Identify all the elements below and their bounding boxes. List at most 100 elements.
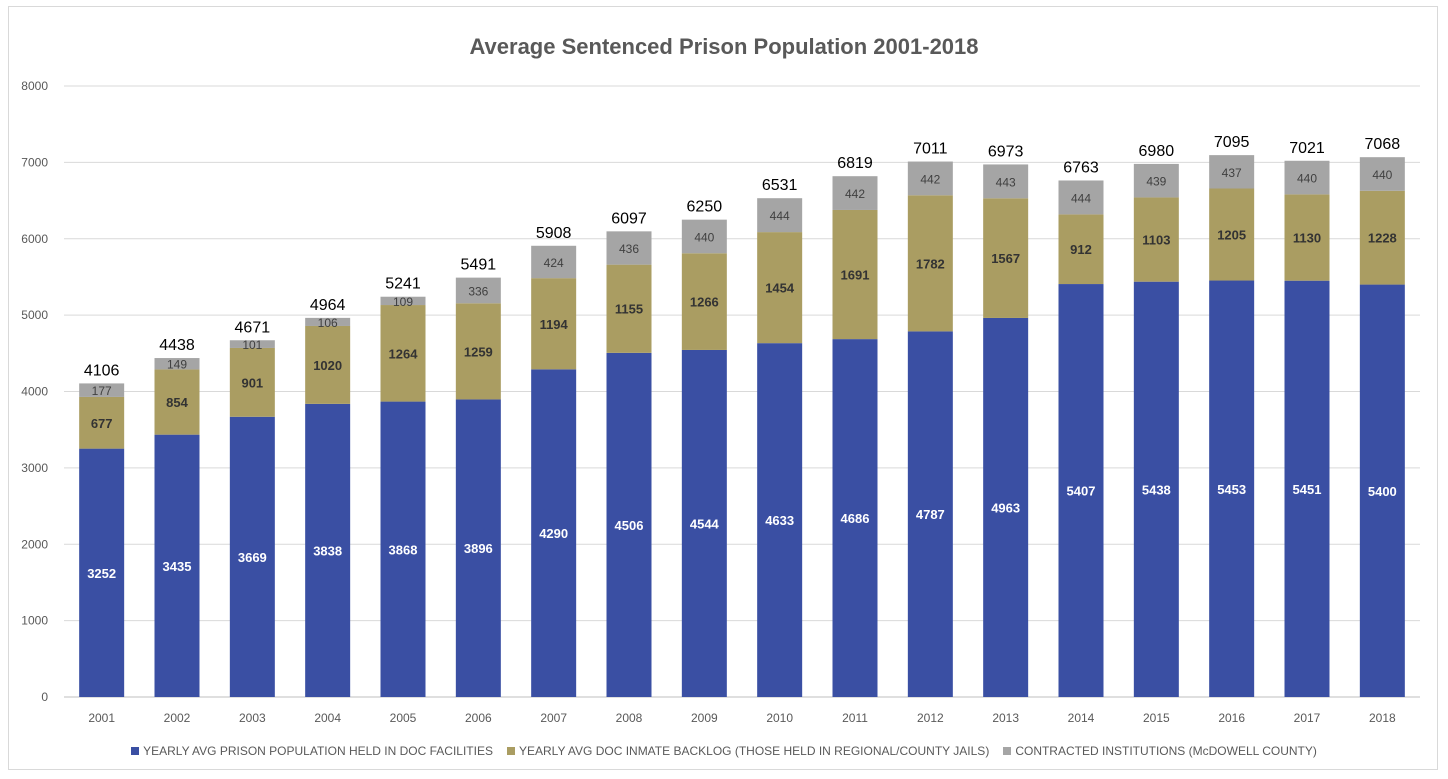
bar-segment bbox=[1284, 194, 1330, 281]
bar-segment bbox=[1359, 284, 1405, 697]
bar-segment bbox=[832, 176, 878, 210]
total-label: 4671 bbox=[235, 319, 271, 336]
chart-title: Average Sentenced Prison Population 2001… bbox=[469, 34, 978, 59]
bar-segment bbox=[681, 349, 727, 697]
x-tick-label: 2012 bbox=[917, 711, 944, 725]
bar-segment bbox=[380, 401, 426, 697]
data-label: 437 bbox=[1222, 166, 1242, 180]
data-label: 443 bbox=[996, 175, 1016, 189]
x-tick-label: 2018 bbox=[1369, 711, 1396, 725]
x-tick-label: 2011 bbox=[842, 711, 868, 725]
data-label: 1567 bbox=[991, 251, 1020, 266]
y-tick-label: 4000 bbox=[21, 385, 48, 399]
bar-segment bbox=[1209, 155, 1255, 189]
data-label: 436 bbox=[619, 242, 639, 256]
bar-segment bbox=[455, 399, 501, 697]
bar-segment bbox=[1133, 197, 1179, 282]
bar-segment bbox=[681, 253, 727, 350]
x-tick-label: 2008 bbox=[616, 711, 643, 725]
bar-segment bbox=[1209, 188, 1255, 281]
data-labels: 3252 677 177 4106 3435 854 149 4438 3669 901 101 46… bbox=[84, 134, 1400, 581]
bar-segment bbox=[380, 305, 426, 402]
bar-segment bbox=[606, 231, 652, 265]
legend-label: YEARLY AVG PRISON POPULATION HELD IN DOC… bbox=[143, 744, 493, 758]
legend: YEARLY AVG PRISON POPULATION HELD IN DOC… bbox=[0, 744, 1448, 758]
bar-segment bbox=[229, 416, 275, 697]
y-axis: 0 1000 2000 3000 4000 5000 6000 7000 8000 bbox=[21, 79, 48, 704]
data-label: 439 bbox=[1146, 175, 1166, 189]
x-tick-label: 2002 bbox=[164, 711, 191, 725]
data-label: 1103 bbox=[1142, 233, 1170, 248]
bar-segment bbox=[305, 317, 351, 326]
x-tick-label: 2017 bbox=[1294, 711, 1321, 725]
total-label: 6531 bbox=[762, 177, 798, 194]
data-label: 440 bbox=[1372, 168, 1392, 182]
data-label: 3669 bbox=[238, 550, 267, 565]
data-label: 4506 bbox=[615, 518, 644, 533]
total-label: 6980 bbox=[1139, 143, 1175, 160]
total-label: 6763 bbox=[1063, 159, 1099, 176]
total-label: 5241 bbox=[385, 276, 421, 293]
bar-segment bbox=[79, 448, 125, 697]
bar-segment bbox=[1359, 157, 1405, 191]
x-tick-label: 2001 bbox=[88, 711, 115, 725]
y-tick-label: 2000 bbox=[21, 537, 48, 551]
x-tick-label: 2003 bbox=[239, 711, 266, 725]
total-label: 6973 bbox=[988, 143, 1024, 160]
data-label: 440 bbox=[694, 230, 714, 244]
data-label: 149 bbox=[167, 358, 187, 372]
data-label: 1454 bbox=[765, 281, 795, 296]
bar-segment bbox=[229, 340, 275, 348]
x-tick-label: 2006 bbox=[465, 711, 492, 725]
x-tick-label: 2004 bbox=[314, 711, 341, 725]
bar-segment bbox=[1133, 163, 1179, 198]
data-label: 912 bbox=[1070, 242, 1092, 257]
x-tick-label: 2013 bbox=[992, 711, 1019, 725]
data-label: 4787 bbox=[916, 507, 945, 522]
bar-segment bbox=[983, 164, 1029, 199]
bar-segment bbox=[531, 278, 577, 370]
x-axis: 2001 2002 2003 2004 2005 2006 2007 2008 2009 2010… bbox=[88, 711, 1396, 725]
total-label: 4106 bbox=[84, 362, 120, 379]
gridlines bbox=[64, 85, 1420, 698]
bar-segment bbox=[907, 195, 953, 332]
bar-segment bbox=[455, 277, 501, 304]
data-label: 1020 bbox=[313, 358, 342, 373]
data-label: 3868 bbox=[389, 542, 418, 557]
bar-segment bbox=[757, 198, 803, 233]
legend-swatch bbox=[1003, 747, 1012, 755]
bar-segment bbox=[832, 339, 878, 697]
legend-swatch bbox=[506, 747, 515, 755]
bar-segment bbox=[455, 303, 501, 400]
bar-segment bbox=[757, 343, 803, 697]
data-label: 3896 bbox=[464, 541, 493, 556]
bar-segment bbox=[1284, 160, 1330, 195]
bar-segment bbox=[1058, 180, 1104, 215]
total-label: 6097 bbox=[611, 210, 647, 227]
bar-segment bbox=[229, 347, 275, 417]
data-label: 3838 bbox=[313, 543, 342, 558]
data-label: 5451 bbox=[1293, 482, 1322, 497]
bar-segment bbox=[1209, 280, 1255, 697]
data-label: 444 bbox=[1071, 191, 1091, 205]
legend-item-doc-facilities: YEARLY AVG PRISON POPULATION HELD IN DOC… bbox=[131, 744, 493, 758]
data-label: 4963 bbox=[991, 500, 1020, 515]
total-label: 7095 bbox=[1214, 134, 1250, 151]
data-label: 4544 bbox=[690, 516, 720, 531]
data-label: 101 bbox=[242, 338, 262, 352]
bar-segment bbox=[907, 161, 953, 196]
total-label: 6819 bbox=[837, 155, 873, 172]
total-label: 7068 bbox=[1365, 136, 1401, 153]
data-label: 5438 bbox=[1142, 482, 1171, 497]
data-label: 4633 bbox=[765, 513, 794, 528]
data-label: 1228 bbox=[1368, 231, 1397, 246]
data-label: 442 bbox=[920, 172, 940, 186]
data-label: 1266 bbox=[690, 295, 719, 310]
x-tick-label: 2009 bbox=[691, 711, 718, 725]
data-label: 106 bbox=[318, 316, 338, 330]
bar-segment bbox=[606, 264, 652, 353]
x-tick-label: 2016 bbox=[1218, 711, 1245, 725]
data-label: 5400 bbox=[1368, 484, 1397, 499]
legend-item-contracted-institutions: CONTRACTED INSTITUTIONS (McDOWELL COUNTY… bbox=[1003, 744, 1317, 758]
